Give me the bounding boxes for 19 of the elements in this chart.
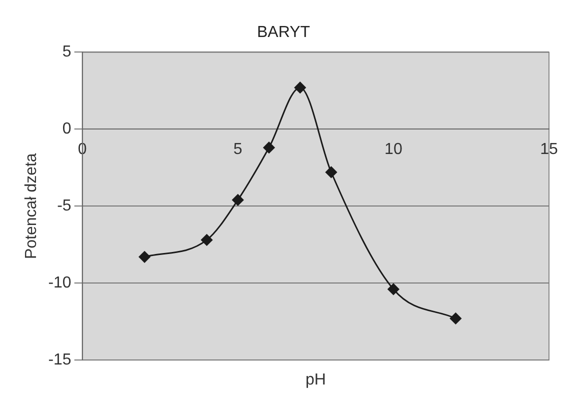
point <box>294 82 306 94</box>
y-tick-label: -15 <box>48 351 72 368</box>
point <box>201 234 213 246</box>
x-tick-label: 5 <box>233 141 242 158</box>
y-tick-label: 5 <box>62 44 72 61</box>
y-tick-label: -10 <box>48 274 72 292</box>
point <box>263 142 275 154</box>
y-axis-title: Potencał dzeta <box>23 153 40 260</box>
point <box>138 251 150 263</box>
point <box>388 283 400 295</box>
x-axis-title: pH <box>305 371 326 388</box>
x-tick-label: 10 <box>384 141 402 158</box>
point <box>325 166 337 178</box>
point <box>232 194 244 206</box>
y-tick-label: -5 <box>57 198 72 215</box>
chart-title: BARYT <box>256 24 310 42</box>
x-tick-label: 15 <box>540 141 558 158</box>
y-tick-label: 0 <box>62 120 72 138</box>
point <box>450 312 462 324</box>
